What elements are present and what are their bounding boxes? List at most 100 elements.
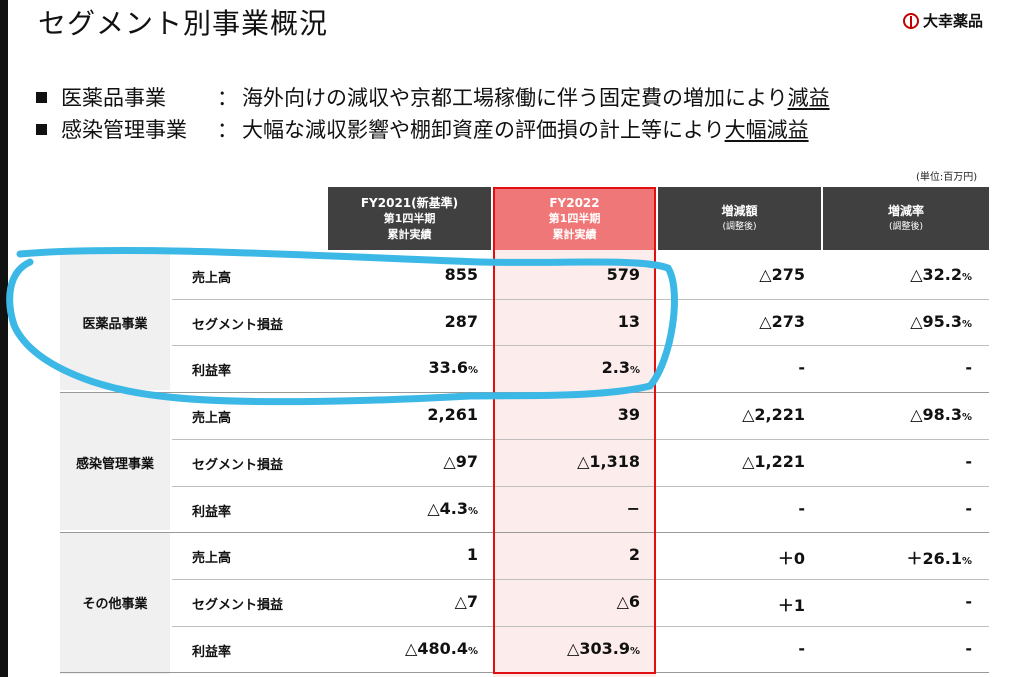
cell-value: △1,221: [742, 451, 805, 471]
header-rate-title: 増減率: [887, 203, 924, 218]
cell-fy2022: 579: [607, 265, 640, 284]
row-label: 売上高: [192, 411, 232, 427]
header-fy2022-title: FY2022: [549, 195, 600, 210]
logo-mark-icon: [903, 12, 919, 29]
bullet-text: 海外向けの減収や京都工場稼働に伴う固定費の増加により: [242, 86, 788, 110]
cell-fy2022: 2.3%: [602, 358, 640, 377]
cell-value: △4.3: [427, 498, 468, 518]
bullet-segment: 感染管理事業: [61, 118, 187, 142]
cell-value: △273: [759, 311, 805, 331]
cell-value: △95.3: [910, 311, 962, 331]
cell-value: -: [965, 358, 972, 378]
cell-rate: -: [965, 592, 972, 611]
header-fy2022: FY2022 第1四半期 累計実績: [493, 187, 656, 250]
row-divider: [172, 579, 989, 580]
segment-label-bg: [60, 532, 170, 674]
cell-value: ＋26.1: [906, 549, 962, 569]
row-divider: [172, 345, 989, 346]
cell-fy2021: 1: [467, 545, 478, 564]
cell-value: △2,221: [742, 405, 805, 425]
cell-diff: △273: [759, 312, 805, 331]
cell-diff: △275: [759, 265, 805, 284]
cell-fy2021: △7: [455, 592, 478, 611]
cell-diff: -: [798, 358, 805, 377]
cell-value: 287: [444, 311, 478, 331]
header-diff: 増減額 (調整後): [658, 187, 821, 250]
bullet-square-icon: [36, 124, 47, 135]
bullet-text: 大幅な減収影響や棚卸資産の評価損の計上等により: [242, 118, 725, 142]
cell-value: ＋1: [777, 595, 805, 615]
cell-unit: %: [467, 505, 478, 517]
row-divider: [172, 439, 989, 440]
cell-fy2022: 39: [618, 405, 640, 424]
cell-fy2022: 13: [618, 312, 640, 331]
cell-diff: -: [798, 499, 805, 518]
cell-value: △1,318: [577, 451, 640, 471]
cell-value: ＋0: [777, 549, 805, 569]
bullet-line-infection: 感染管理事業 ： 大幅な減収影響や棚卸資産の評価損の計上等により 大幅減益: [36, 114, 809, 144]
cell-diff: △2,221: [742, 405, 805, 424]
cell-unit: %: [961, 412, 972, 424]
cell-unit: %: [467, 365, 478, 377]
window-edge: [0, 0, 8, 677]
cell-value: 2,261: [427, 405, 478, 425]
cell-value: △303.9: [567, 638, 630, 658]
row-divider: [172, 626, 989, 627]
header-fy2021-title: FY2021(新基準): [360, 195, 459, 210]
cell-value: △97: [443, 451, 478, 471]
cell-value: -: [798, 638, 805, 658]
cell-rate: △32.2%: [910, 265, 972, 284]
header-rate: 増減率 (調整後): [823, 187, 989, 250]
cell-diff: ＋1: [778, 592, 805, 616]
cell-value: -: [965, 451, 972, 471]
bullet-line-pharma: 医薬品事業 ： 海外向けの減収や京都工場稼働に伴う固定費の増加により 減益: [36, 82, 830, 112]
cell-fy2021: △4.3%: [427, 499, 478, 518]
cell-value: -: [965, 498, 972, 518]
segment-name: 感染管理事業: [75, 457, 154, 473]
cell-fy2021: 33.6%: [428, 358, 478, 377]
row-label: 売上高: [192, 551, 232, 567]
hand-drawn-highlight-loop: [6, 246, 678, 406]
cell-rate: △95.3%: [910, 312, 972, 331]
cell-diff: -: [798, 639, 805, 658]
segment-name: その他事業: [82, 597, 148, 613]
cell-unit: %: [961, 272, 972, 283]
cell-value: −: [626, 498, 640, 518]
cell-rate: -: [965, 358, 972, 377]
row-label: 利益率: [192, 504, 232, 520]
cell-value: 39: [617, 405, 640, 425]
row-divider: [172, 299, 989, 300]
segment-name: 医薬品事業: [82, 317, 148, 333]
cell-value: -: [798, 358, 805, 378]
row-label: セグメント損益: [192, 317, 284, 333]
cell-value: 855: [444, 265, 478, 284]
header-fy2021-period: 第1四半期: [383, 211, 436, 225]
cell-fy2021: △480.4%: [405, 639, 478, 658]
cell-fy2022: △6: [617, 592, 640, 611]
cell-value: 33.6: [428, 358, 468, 378]
cell-value: △275: [759, 265, 805, 284]
cell-value: 2.3: [601, 358, 630, 378]
cell-value: -: [798, 498, 805, 518]
row-label: セグメント損益: [192, 597, 284, 613]
page-title: セグメント別事業概況: [38, 7, 329, 40]
cell-value: △6: [616, 591, 640, 611]
bullet-emphasis: 大幅減益: [724, 118, 809, 142]
header-fy2021-basis: 累計実績: [387, 227, 432, 241]
bullet-emphasis: 減益: [787, 86, 830, 110]
segment-label-bg: [60, 252, 170, 390]
cell-rate: ＋26.1%: [906, 545, 972, 569]
cell-diff: △1,221: [742, 452, 805, 471]
cell-fy2022: △303.9%: [567, 639, 640, 658]
cell-unit: %: [961, 556, 972, 568]
cell-fy2021: 855: [445, 265, 478, 284]
header-fy2022-period: 第1四半期: [548, 211, 601, 225]
cell-value: △480.4: [405, 638, 468, 658]
cell-value: △98.3: [910, 405, 962, 425]
bullet-segment: 医薬品事業: [61, 86, 166, 110]
fy2022-column-fill: [493, 250, 656, 677]
cell-diff: ＋0: [778, 545, 805, 569]
header-fy2021: FY2021(新基準) 第1四半期 累計実績: [328, 187, 491, 250]
header-rate-note: (調整後): [888, 221, 924, 232]
row-label: 売上高: [192, 271, 232, 286]
